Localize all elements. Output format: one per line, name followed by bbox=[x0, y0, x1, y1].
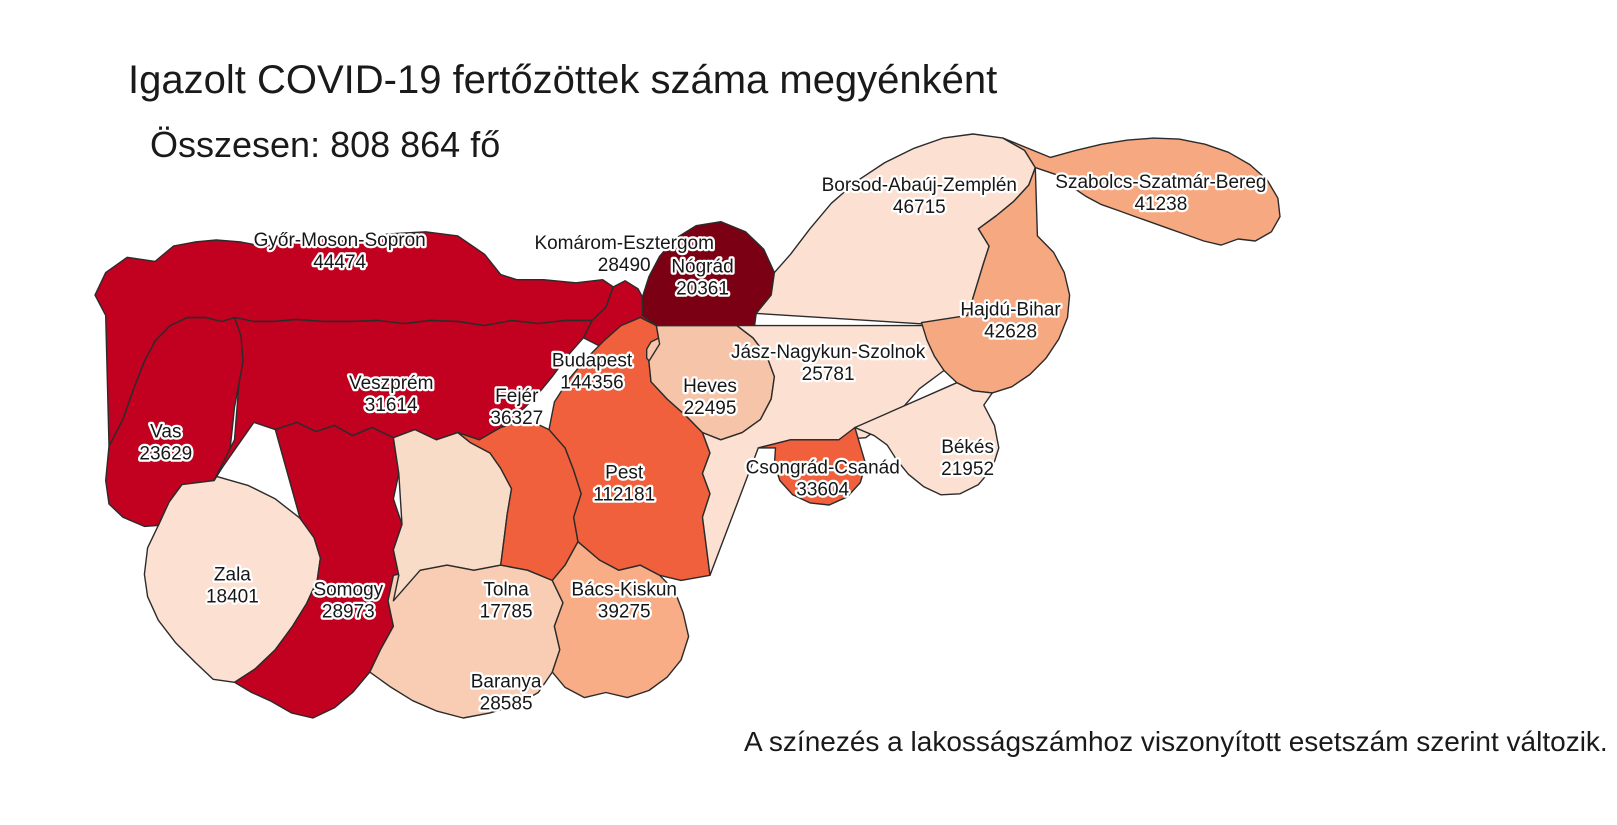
svg-text:20361: 20361 bbox=[676, 279, 729, 300]
svg-text:Nógrád: Nógrád bbox=[671, 257, 733, 278]
svg-text:Vas: Vas bbox=[150, 422, 181, 443]
svg-text:25781: 25781 bbox=[802, 364, 855, 385]
svg-text:41238: 41238 bbox=[1134, 194, 1187, 215]
svg-text:Somogy: Somogy bbox=[313, 580, 383, 601]
svg-text:Heves: Heves bbox=[683, 376, 737, 397]
svg-text:Borsod-Abaúj-Zemplén: Borsod-Abaúj-Zemplén bbox=[822, 175, 1017, 196]
svg-text:28585: 28585 bbox=[480, 693, 533, 714]
svg-text:Pest: Pest bbox=[605, 463, 644, 484]
svg-text:Hajdú-Bihar: Hajdú-Bihar bbox=[960, 299, 1061, 320]
svg-text:31614: 31614 bbox=[365, 395, 418, 416]
svg-text:Tolna: Tolna bbox=[483, 580, 529, 601]
svg-text:42628: 42628 bbox=[984, 321, 1037, 342]
svg-text:21952: 21952 bbox=[941, 459, 994, 480]
svg-text:22495: 22495 bbox=[684, 398, 737, 419]
svg-text:Baranya: Baranya bbox=[471, 671, 542, 692]
svg-text:28973: 28973 bbox=[322, 602, 375, 623]
svg-text:Jász-Nagykun-Szolnok: Jász-Nagykun-Szolnok bbox=[731, 342, 926, 363]
svg-text:46715: 46715 bbox=[893, 197, 946, 218]
svg-text:23629: 23629 bbox=[139, 444, 192, 465]
svg-text:33604: 33604 bbox=[796, 479, 849, 500]
svg-text:28490: 28490 bbox=[598, 255, 651, 276]
svg-text:Győr-Moson-Sopron: Győr-Moson-Sopron bbox=[254, 230, 426, 251]
svg-text:36327: 36327 bbox=[490, 408, 543, 429]
svg-text:Szabolcs-Szatmár-Bereg: Szabolcs-Szatmár-Bereg bbox=[1055, 172, 1266, 193]
svg-text:18401: 18401 bbox=[206, 586, 259, 607]
svg-text:Veszprém: Veszprém bbox=[349, 373, 433, 394]
svg-text:Bács-Kiskun: Bács-Kiskun bbox=[571, 580, 677, 601]
svg-text:17785: 17785 bbox=[480, 602, 533, 623]
svg-text:112181: 112181 bbox=[593, 485, 655, 506]
svg-text:Csongrád-Csanád: Csongrád-Csanád bbox=[746, 457, 900, 478]
svg-text:Zala: Zala bbox=[214, 564, 251, 585]
svg-text:Budapest: Budapest bbox=[552, 350, 633, 371]
svg-text:Békés: Békés bbox=[941, 437, 994, 458]
svg-text:144356: 144356 bbox=[560, 372, 623, 393]
svg-text:44474: 44474 bbox=[313, 252, 366, 273]
svg-text:39275: 39275 bbox=[598, 602, 651, 623]
svg-text:Fejér: Fejér bbox=[495, 386, 539, 407]
svg-text:Komárom-Esztergom: Komárom-Esztergom bbox=[534, 233, 714, 254]
